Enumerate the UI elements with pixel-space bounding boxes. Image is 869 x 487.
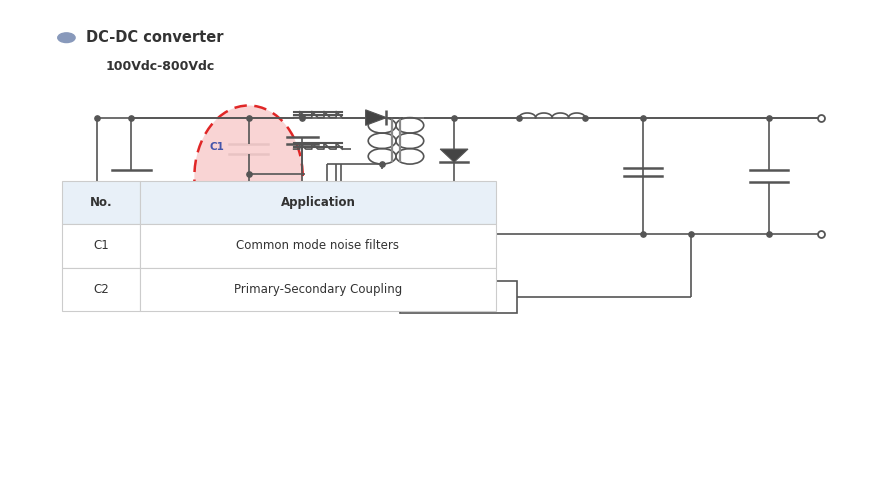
Text: Common mode noise filters: Common mode noise filters (236, 240, 399, 252)
Bar (140, 181, 495, 224)
Polygon shape (341, 182, 361, 201)
Text: C2: C2 (416, 209, 432, 219)
Text: No.: No. (90, 196, 112, 209)
Polygon shape (440, 149, 468, 162)
Text: 100Vdc-800Vdc: 100Vdc-800Vdc (105, 60, 215, 73)
Bar (62, 268, 140, 311)
Text: C2: C2 (93, 283, 109, 296)
Bar (400, 281, 517, 313)
Bar (140, 268, 495, 311)
Ellipse shape (194, 106, 302, 248)
Text: C1: C1 (93, 240, 109, 252)
Ellipse shape (378, 200, 491, 268)
Polygon shape (365, 110, 386, 125)
Circle shape (57, 33, 75, 42)
Text: Controller: Controller (431, 292, 486, 302)
Bar (140, 224, 495, 268)
Text: Application: Application (280, 196, 355, 209)
Bar (62, 224, 140, 268)
Bar (62, 181, 140, 224)
Text: C1: C1 (209, 142, 224, 151)
Text: Primary-Secondary Coupling: Primary-Secondary Coupling (234, 283, 401, 296)
Text: C1: C1 (209, 197, 224, 207)
Text: DC-DC converter: DC-DC converter (85, 30, 222, 45)
